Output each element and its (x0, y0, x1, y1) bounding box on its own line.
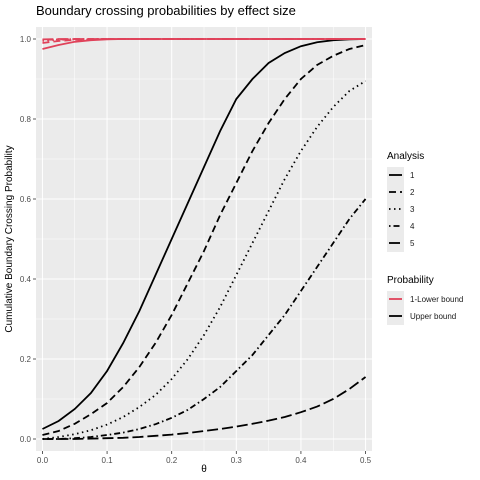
series-line-analysis-2-upper (42, 44, 366, 436)
x-axis-ticks: 0.0 0.1 0.2 0.3 0.4 0.5 (37, 451, 372, 465)
series-layer (42, 38, 367, 440)
x-tick-label: 0.0 (37, 456, 49, 465)
legend-label-analysis: 2 (410, 188, 415, 197)
legend-label-analysis: 3 (410, 205, 415, 214)
y-tick-label: 0.4 (20, 275, 32, 284)
series-line-analysis-1-upper (42, 38, 366, 430)
legend-label-probability: Upper bound (410, 312, 456, 321)
legend-label-probability: 1-Lower bound (410, 295, 463, 304)
legend-label-analysis: 5 (410, 239, 415, 248)
series-line-analysis-3-upper (42, 80, 367, 440)
y-axis-title: Cumulative Boundary Crossing Probability (4, 145, 15, 332)
x-tick-label: 0.3 (231, 456, 243, 465)
y-tick-label: 0.2 (20, 355, 32, 364)
x-tick-label: 0.1 (102, 456, 114, 465)
legend-probability: Probability 1-Lower bound Upper bound (387, 275, 463, 325)
chart-title: Boundary crossing probabilities by effec… (36, 3, 296, 18)
legend-analysis: Analysis 1 2 3 4 5 (387, 151, 424, 252)
y-tick-label: 0.8 (20, 115, 32, 124)
x-tick-label: 0.2 (166, 456, 178, 465)
legend-analysis-title: Analysis (387, 151, 424, 162)
series-line-analysis-2-lower (42, 38, 366, 44)
legend-label-analysis: 4 (410, 222, 415, 231)
x-tick-label: 0.4 (295, 456, 307, 465)
x-axis-title: θ (201, 464, 207, 475)
series-line-analysis-4-upper (42, 198, 367, 440)
x-tick-label: 0.5 (360, 456, 372, 465)
y-axis-ticks: 0.0 0.2 0.4 0.6 0.8 1.0 (20, 35, 36, 444)
series-line-analysis-5-upper (42, 376, 367, 440)
y-tick-label: 0.6 (20, 195, 32, 204)
y-tick-label: 1.0 (20, 35, 32, 44)
grid-lines (36, 27, 372, 451)
y-tick-label: 0.0 (20, 435, 32, 444)
legend-probability-title: Probability (387, 275, 434, 286)
legend-label-analysis: 1 (410, 171, 415, 180)
